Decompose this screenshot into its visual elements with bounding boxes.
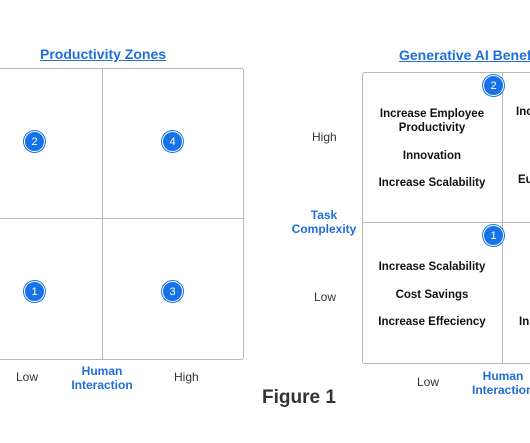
y-axis-label: Task Complexity (286, 208, 362, 236)
benefits-horizontal-divider (363, 222, 530, 223)
zone-badge-1: 1 (24, 281, 45, 302)
benefits-grid (362, 72, 530, 364)
left-x-axis-label: Human Interaction (62, 364, 142, 392)
y-axis-low: Low (314, 290, 337, 304)
benefit-increase-scalability-top: Increase Scalability (378, 177, 486, 189)
benefit-cost-savings: Cost Savings (395, 289, 469, 301)
right-x-axis-low: Low (417, 375, 440, 389)
generative-ai-benefits-title: Generative AI Benefits (399, 47, 530, 63)
benefits-badge-2: 2 (483, 75, 504, 96)
y-axis-high: High (312, 130, 337, 144)
benefit-partial-top-right-1: Inc (516, 106, 530, 118)
left-x-axis-high: High (174, 370, 199, 384)
right-x-axis-label-line2: Interaction (472, 383, 530, 397)
benefit-increase-scalability-bottom: Increase Scalability (378, 261, 486, 273)
productivity-zones-horizontal-divider (0, 218, 243, 219)
benefits-badge-1: 1 (483, 225, 504, 246)
right-x-axis-label: Human Interaction (470, 369, 530, 397)
zone-badge-2: 2 (24, 131, 45, 152)
left-x-axis-label-line2: Interaction (71, 378, 133, 392)
benefit-partial-bottom-right-1: In (519, 316, 530, 328)
left-x-axis-label-line1: Human (81, 364, 123, 378)
y-axis-label-line1: Task (310, 208, 338, 222)
benefit-increase-efficiency: Increase Effeciency (378, 316, 486, 328)
y-axis-label-line2: Complexity (291, 222, 357, 236)
benefits-vertical-divider (502, 73, 503, 363)
zone-badge-4: 4 (162, 131, 183, 152)
left-x-axis-low: Low (16, 370, 39, 384)
zone-badge-3: 3 (162, 281, 183, 302)
productivity-zones-vertical-divider (102, 69, 103, 359)
benefit-innovation: Innovation (402, 150, 462, 162)
benefit-partial-top-right-2: Eu (518, 174, 530, 186)
benefit-increase-employee-productivity: Increase Employee Productivity (379, 108, 485, 134)
figure-caption: Figure 1 (262, 387, 336, 408)
productivity-zones-title: Productivity Zones (40, 46, 167, 62)
productivity-zones-grid (0, 68, 244, 360)
right-x-axis-label-line1: Human (482, 369, 524, 383)
